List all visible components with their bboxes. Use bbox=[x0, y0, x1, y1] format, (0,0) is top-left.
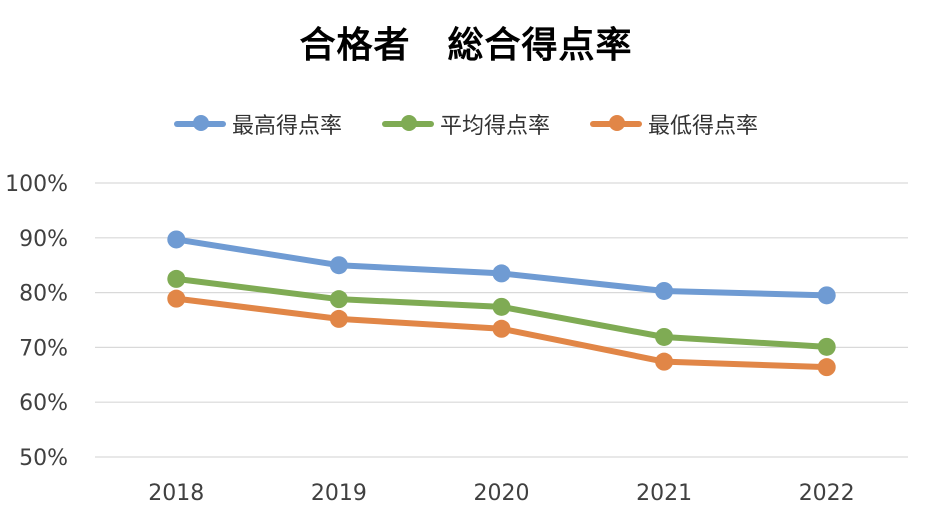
x-tick-label: 2021 bbox=[636, 481, 692, 506]
legend-item-max: 最高得点率 bbox=[173, 108, 342, 140]
x-tick-label: 2022 bbox=[799, 481, 855, 506]
data-point-series-0 bbox=[492, 264, 511, 283]
x-tick-label: 2020 bbox=[474, 481, 530, 506]
legend-label-avg: 平均得点率 bbox=[439, 114, 550, 139]
data-point-series-1 bbox=[492, 297, 511, 316]
legend-swatch-min bbox=[590, 115, 642, 131]
data-point-series-0 bbox=[329, 256, 348, 275]
data-point-series-1 bbox=[329, 290, 348, 309]
data-point-series-2 bbox=[492, 319, 511, 338]
x-tick-label: 2019 bbox=[311, 481, 367, 506]
data-point-series-2 bbox=[167, 289, 186, 308]
data-point-series-1 bbox=[817, 337, 836, 356]
data-point-series-2 bbox=[817, 358, 836, 377]
x-tick-label: 2018 bbox=[148, 481, 204, 506]
y-tick-label: 90% bbox=[19, 227, 68, 252]
data-point-series-1 bbox=[655, 327, 674, 346]
y-tick-label: 60% bbox=[19, 391, 68, 416]
chart-title: 合格者 総合得点率 bbox=[299, 25, 633, 66]
y-tick-label: 70% bbox=[19, 336, 68, 361]
data-point-series-1 bbox=[167, 269, 186, 288]
legend-item-min: 最低得点率 bbox=[590, 108, 758, 140]
legend-swatch-avg bbox=[381, 115, 434, 131]
legend-swatch-max bbox=[173, 115, 226, 131]
y-tick-label: 100% bbox=[5, 172, 68, 197]
y-tick-label: 50% bbox=[19, 446, 68, 471]
data-point-series-0 bbox=[655, 281, 674, 300]
data-point-series-2 bbox=[655, 352, 674, 371]
data-point-series-2 bbox=[329, 309, 348, 328]
legend-label-max: 最高得点率 bbox=[231, 114, 342, 139]
legend-item-avg: 平均得点率 bbox=[381, 108, 550, 140]
legend: 最高得点率 平均得点率 最低得点率 bbox=[0, 108, 932, 140]
data-point-series-0 bbox=[167, 230, 186, 249]
data-point-series-0 bbox=[817, 286, 836, 305]
legend-label-min: 最低得点率 bbox=[648, 114, 759, 139]
y-tick-label: 80% bbox=[19, 282, 68, 307]
